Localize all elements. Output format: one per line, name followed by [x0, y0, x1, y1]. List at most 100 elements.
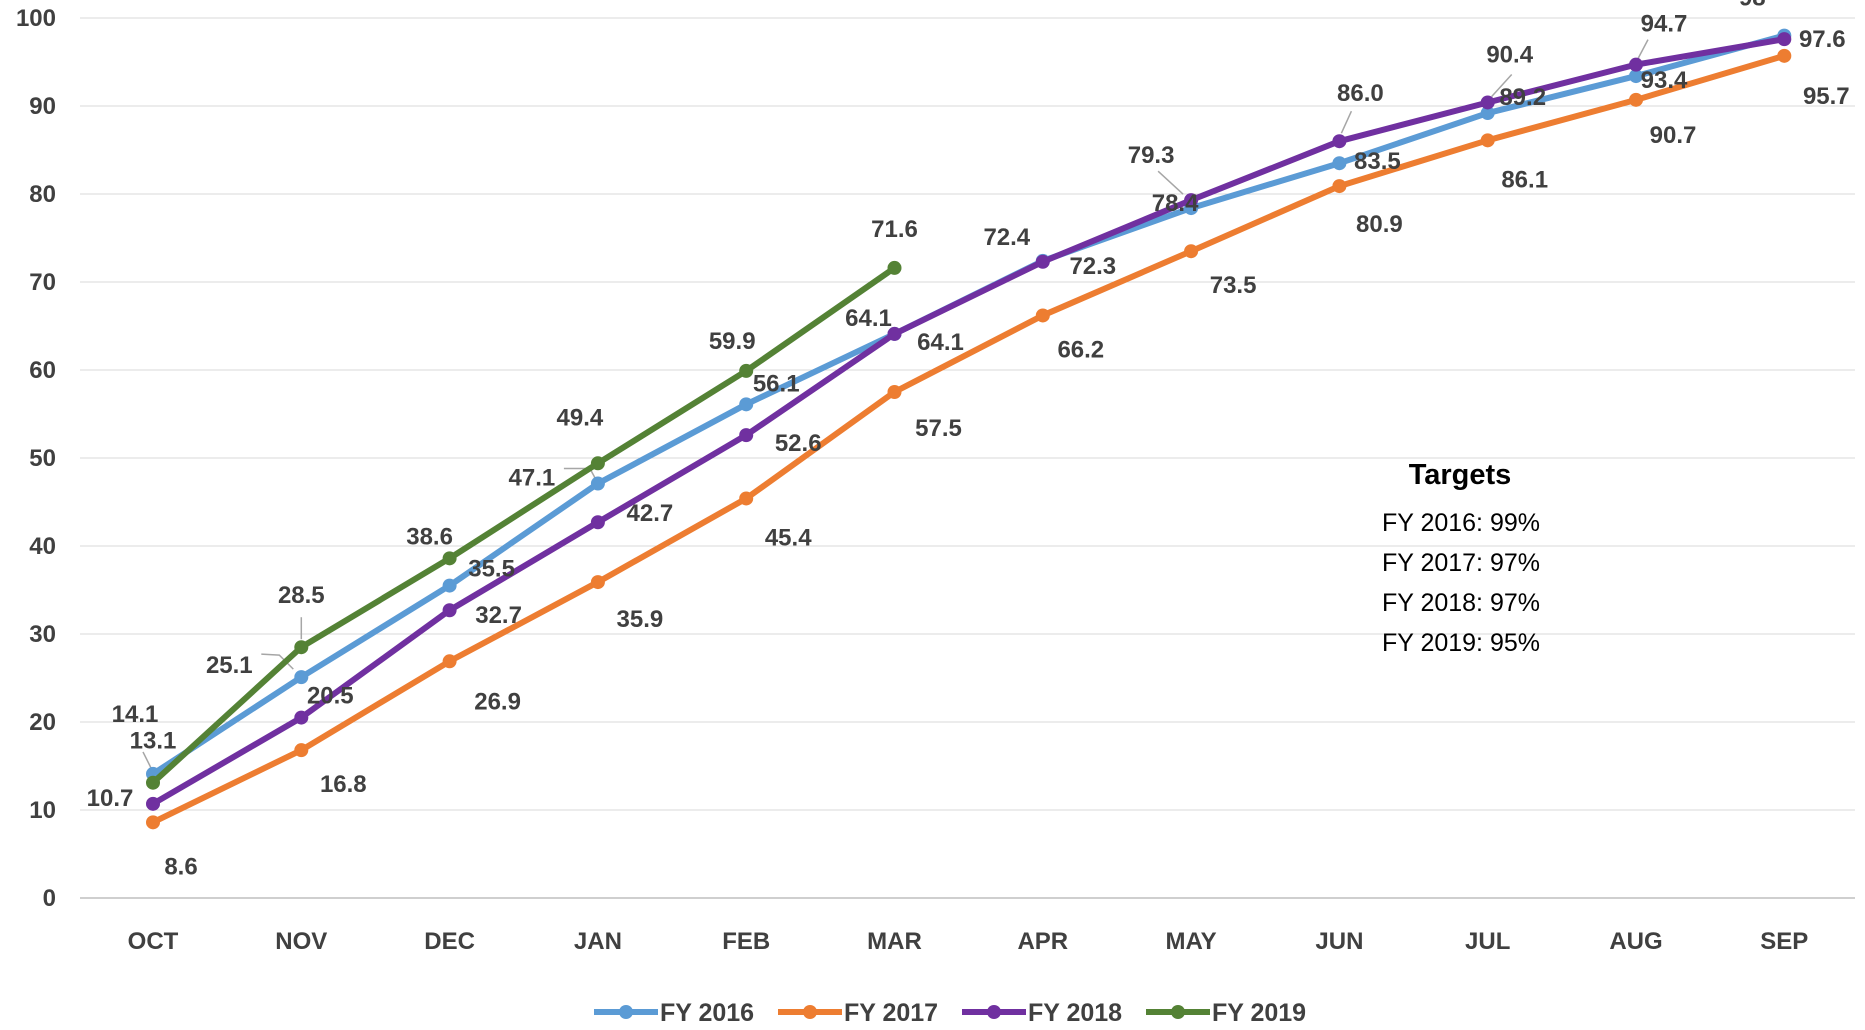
data-point-fy-2017 — [1777, 48, 1792, 63]
series-line-fy-2017 — [150, 52, 1788, 826]
data-label-fy-2018: 86.0 — [1337, 80, 1384, 107]
legend-swatch-marker — [619, 1005, 633, 1019]
data-point-fy-2019 — [442, 551, 457, 566]
data-point-fy-2016 — [294, 670, 309, 685]
y-tick-label: 70 — [29, 269, 56, 296]
data-label-fy-2017: 45.4 — [765, 524, 812, 551]
data-label-fy-2016: 64.1 — [845, 305, 892, 332]
y-axis-tick-labels: 0 10 20 30 40 50 60 70 80 90 100 — [16, 5, 56, 912]
data-point-fy-2017 — [590, 575, 605, 590]
targets-line-fy2017: FY 2017: 97% — [1382, 549, 1540, 577]
legend-swatch-marker — [987, 1005, 1001, 1019]
data-label-fy-2018: 64.1 — [917, 329, 964, 356]
data-label-fy-2016: 98 — [1739, 0, 1766, 12]
data-point-fy-2017 — [1629, 92, 1643, 107]
data-point-fy-2018 — [1480, 95, 1495, 110]
data-label-fy-2016: 89.2 — [1499, 84, 1546, 111]
data-label-fy-2019: 38.6 — [406, 523, 453, 550]
data-point-fy-2017 — [294, 743, 309, 758]
data-label-fy-2018: 20.5 — [307, 683, 354, 710]
data-point-fy-2018 — [1629, 57, 1643, 72]
gridlines — [80, 17, 1855, 899]
data-point-fy-2016 — [739, 397, 754, 412]
x-tick-label: OCT — [128, 928, 179, 955]
y-tick-label: 20 — [29, 709, 56, 736]
data-point-fy-2018 — [1777, 32, 1792, 47]
label-leader-line — [1157, 170, 1184, 195]
x-axis-tick-labels: OCT NOV DEC JAN FEB MAR APR MAY JUN JUL AUG SEP — [128, 928, 1809, 955]
x-tick-label: AUG — [1609, 928, 1662, 955]
legend-label: FY 2016 — [660, 999, 754, 1027]
data-label-fy-2018: 90.4 — [1486, 41, 1533, 68]
data-point-fy-2016 — [1629, 69, 1643, 84]
y-tick-label: 50 — [29, 445, 56, 472]
y-tick-label: 60 — [29, 357, 56, 384]
targets-line-fy2019: FY 2019: 95% — [1382, 629, 1540, 657]
data-label-fy-2017: 66.2 — [1057, 336, 1104, 363]
data-label-fy-2017: 86.1 — [1501, 166, 1548, 193]
data-label-fy-2016: 78.4 — [1152, 190, 1199, 217]
targets-line-fy2018: FY 2018: 97% — [1382, 589, 1540, 617]
data-point-fy-2017 — [739, 491, 754, 506]
data-point-fy-2019 — [590, 456, 605, 471]
series-line-fy-2016 — [150, 32, 1788, 777]
data-point-fy-2019 — [739, 363, 754, 378]
label-leader-line — [1340, 110, 1353, 134]
data-point-fy-2019 — [887, 260, 902, 275]
data-label-fy-2016: 47.1 — [509, 465, 556, 492]
data-label-fy-2018: 32.7 — [475, 602, 522, 629]
y-tick-label: 0 — [43, 885, 56, 912]
data-point-fy-2019 — [294, 640, 309, 655]
series-line-fy-2019 — [150, 264, 898, 786]
label-leader-line — [1637, 39, 1649, 59]
data-label-fy-2017: 26.9 — [474, 688, 521, 715]
data-label-fy-2017: 95.7 — [1803, 83, 1850, 110]
data-label-fy-2019: 28.5 — [278, 582, 325, 609]
legend-swatch-marker — [803, 1005, 817, 1019]
legend: FY 2016 FY 2017 FY 2018 FY 2019 — [594, 999, 1306, 1027]
data-label-fy-2018: 97.6 — [1799, 26, 1846, 53]
data-point-fy-2019 — [146, 775, 160, 790]
label-leader-lines — [142, 39, 1649, 769]
y-tick-label: 40 — [29, 533, 56, 560]
x-tick-label: SEP — [1760, 928, 1808, 955]
data-label-fy-2016: 93.4 — [1641, 67, 1688, 94]
data-labels: 14.1 25.1 35.5 47.1 56.1 64.1 72.4 78.4 83.5 89.2… — [87, 0, 1850, 880]
x-tick-label: JUL — [1465, 928, 1510, 955]
data-point-fy-2017 — [1035, 308, 1050, 323]
data-point-fy-2018 — [442, 603, 457, 618]
data-point-fy-2016 — [1480, 106, 1495, 121]
data-point-fy-2018 — [1035, 254, 1050, 269]
label-leader-line — [1491, 73, 1513, 97]
x-tick-label: DEC — [424, 928, 475, 955]
data-point-fy-2017 — [146, 815, 160, 830]
data-point-fy-2018 — [1184, 193, 1199, 208]
x-tick-label: JUN — [1315, 928, 1363, 955]
y-tick-label: 100 — [16, 5, 56, 32]
legend-label: FY 2018 — [1028, 999, 1122, 1027]
data-label-fy-2016: 35.5 — [468, 556, 515, 583]
data-label-fy-2017: 35.9 — [617, 606, 664, 633]
data-label-fy-2016: 83.5 — [1354, 148, 1401, 175]
data-label-fy-2016: 14.1 — [112, 701, 159, 728]
data-label-fy-2018: 94.7 — [1641, 11, 1688, 38]
label-leader-line — [142, 751, 152, 769]
data-label-fy-2017: 57.5 — [915, 415, 962, 442]
data-point-fy-2016 — [442, 578, 457, 593]
legend-swatch-marker — [1171, 1005, 1185, 1019]
y-tick-label: 90 — [29, 93, 56, 120]
data-point-fy-2018 — [294, 710, 309, 725]
x-tick-label: APR — [1017, 928, 1068, 955]
data-point-fy-2017 — [1480, 133, 1495, 148]
data-label-fy-2017: 16.8 — [320, 771, 367, 798]
data-label-fy-2018: 42.7 — [627, 500, 674, 527]
legend-item-fy-2017: FY 2017 — [778, 999, 938, 1027]
data-point-fy-2017 — [1184, 244, 1199, 259]
data-point-fy-2017 — [887, 385, 902, 399]
targets-annotation: Targets FY 2016: 99% FY 2017: 97% FY 201… — [1382, 459, 1540, 657]
data-point-fy-2016 — [1332, 156, 1347, 171]
legend-label: FY 2019 — [1212, 999, 1306, 1027]
data-point-fy-2018 — [887, 326, 902, 341]
data-label-fy-2016: 56.1 — [753, 370, 800, 397]
